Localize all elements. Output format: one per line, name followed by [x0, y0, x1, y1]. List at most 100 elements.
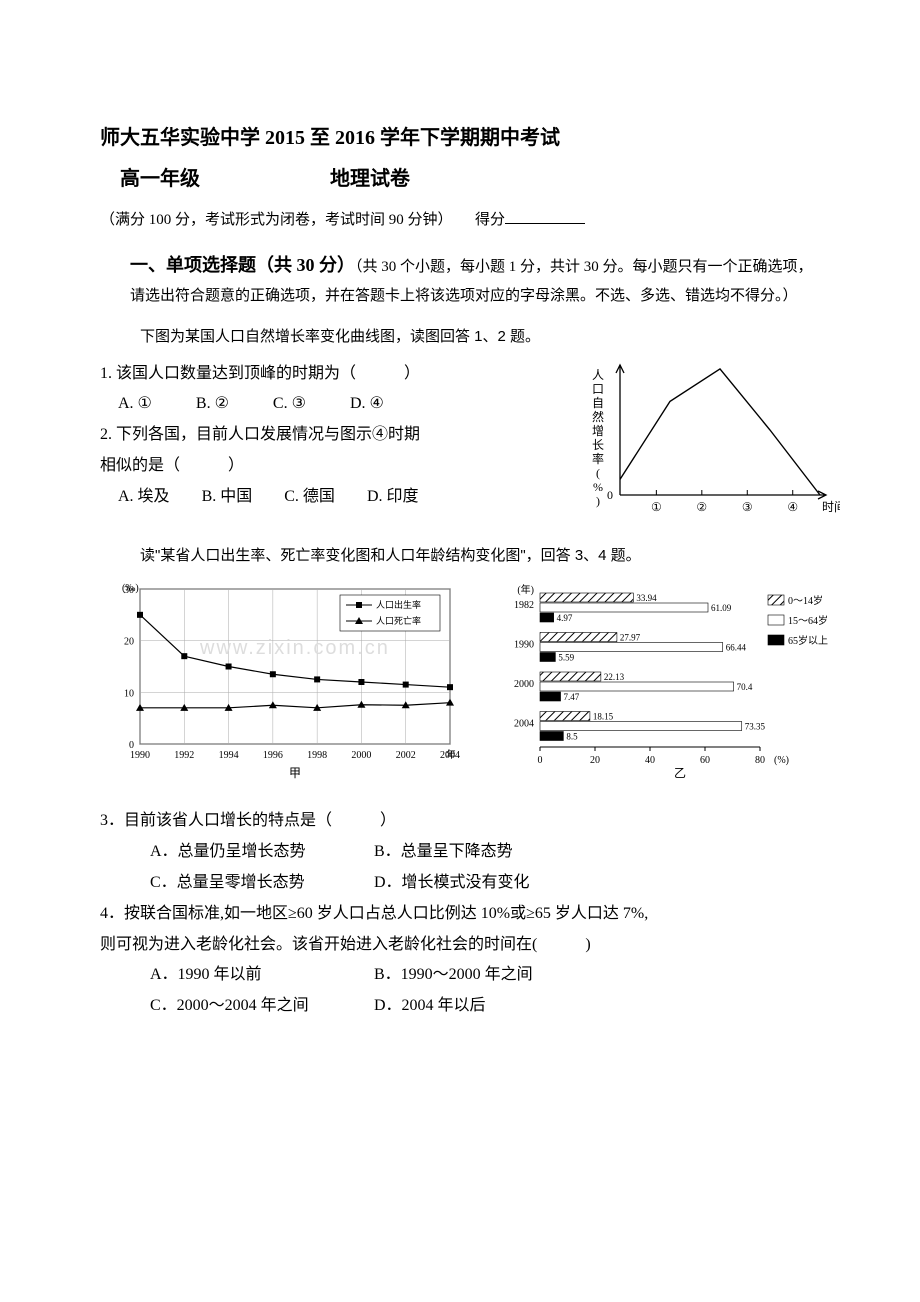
svg-text:): ) [596, 494, 600, 508]
exam-title-grade: 高一年级 地理试卷 [120, 161, 820, 197]
svg-text:乙: 乙 [674, 766, 686, 779]
q3-option-d: D．增长模式没有变化 [374, 874, 530, 891]
q1-option-b: B. ② [196, 390, 229, 419]
svg-text:自: 自 [592, 396, 604, 410]
svg-text:增: 增 [592, 424, 604, 438]
q2-option-b: B. 中国 [202, 483, 253, 512]
svg-text:7.47: 7.47 [564, 692, 580, 702]
svg-text:年: 年 [446, 748, 456, 761]
svg-text:0～14岁: 0～14岁 [788, 594, 823, 607]
q1-option-a: A. ① [118, 390, 152, 419]
svg-text:65岁以上: 65岁以上 [788, 634, 828, 647]
svg-text:61.09: 61.09 [711, 603, 732, 613]
q1-options: A. ① B. ② C. ③ D. ④ [118, 390, 500, 419]
q4-option-c: C．2000～2004 年之间 [150, 992, 370, 1021]
svg-text:60: 60 [700, 755, 710, 766]
svg-text:口: 口 [592, 382, 604, 396]
svg-text:0: 0 [607, 488, 613, 502]
svg-text:(‰): (‰) [122, 583, 139, 594]
svg-text:1992: 1992 [174, 750, 194, 761]
svg-text:0: 0 [538, 755, 543, 766]
svg-text:然: 然 [592, 409, 604, 424]
q2-options: A. 埃及 B. 中国 C. 德国 D. 印度 [118, 483, 500, 512]
svg-text:②: ② [696, 500, 707, 514]
q4-text-line1: 4．按联合国标准,如一地区≥60 岁人口占总人口比例达 10%或≥65 岁人口达… [100, 900, 820, 929]
svg-text:22.13: 22.13 [604, 672, 625, 682]
svg-text:1998: 1998 [307, 750, 327, 761]
svg-text:(: ( [596, 466, 600, 480]
svg-text:15～64岁: 15～64岁 [788, 614, 828, 627]
meta-text: （满分 100 分，考试形式为闭卷，考试时间 90 分钟） 得分 [100, 212, 505, 228]
charts-row: 0102030(‰)199019921994199619982000200220… [100, 579, 820, 790]
q4-options-line2: C．2000～2004 年之间 D．2004 年以后 [150, 992, 820, 1021]
svg-text:(年): (年) [517, 583, 534, 596]
chart-q1-2: 人口自然增长率(%)0①②③④时间 [580, 355, 840, 536]
context-q3-4: 读"某省人口出生率、死亡率变化图和人口年龄结构变化图"，回答 3、4 题。 [140, 542, 820, 569]
svg-text:5.59: 5.59 [558, 652, 574, 662]
q1-option-d: D. ④ [350, 390, 384, 419]
svg-text:70.4: 70.4 [737, 682, 753, 692]
svg-text:73.35: 73.35 [745, 721, 766, 731]
q3-options-line1: A．总量仍呈增长态势 B．总量呈下降态势 [150, 838, 820, 867]
svg-text:1996: 1996 [263, 750, 283, 761]
q4-option-b: B．1990～2000 年之间 [374, 966, 533, 983]
chart-right: (年) 0 20 40 60 80 (%) 乙 1982 33.94 61.09 4.97 1990 27… [500, 579, 820, 790]
svg-text:40: 40 [645, 755, 655, 766]
q2-text-line1: 2. 下列各国，目前人口发展情况与图示④时期 [100, 421, 500, 450]
chart-left-svg: 0102030(‰)199019921994199619982000200220… [100, 579, 460, 779]
q1-option-c: C. ③ [273, 390, 306, 419]
q1-q2-block: 1. 该国人口数量达到顶峰的时期为（ ） A. ① B. ② C. ③ D. ④… [100, 360, 820, 514]
svg-text:③: ③ [742, 500, 753, 514]
section-1-title: 一、单项选择题（共 30 分） [130, 255, 355, 275]
q3-options-line2: C．总量呈零增长态势 D．增长模式没有变化 [150, 869, 820, 898]
q2-option-a: A. 埃及 [118, 483, 170, 512]
svg-text:④: ④ [787, 500, 798, 514]
svg-text:8.5: 8.5 [566, 731, 578, 741]
q1-text: 1. 该国人口数量达到顶峰的时期为（ ） [100, 360, 500, 389]
svg-text:1994: 1994 [219, 750, 239, 761]
q3-option-a: A．总量仍呈增长态势 [150, 838, 370, 867]
svg-text:20: 20 [124, 636, 134, 647]
q4-options-line1: A．1990 年以前 B．1990～2000 年之间 [150, 961, 820, 990]
svg-text:1982: 1982 [514, 600, 534, 611]
svg-text:时间: 时间 [822, 500, 840, 514]
svg-text:2002: 2002 [396, 750, 416, 761]
q3-text: 3．目前该省人口增长的特点是（ ） [100, 807, 820, 836]
svg-text:10: 10 [124, 688, 134, 699]
chart-q1-2-svg: 人口自然增长率(%)0①②③④时间 [580, 355, 840, 525]
svg-text:80: 80 [755, 755, 765, 766]
context-q1-2: 下图为某国人口自然增长率变化曲线图，读图回答 1、2 题。 [140, 323, 820, 350]
svg-text:20: 20 [590, 755, 600, 766]
svg-text:4.97: 4.97 [557, 613, 573, 623]
exam-title-school: 师大五华实验中学 2015 至 2016 学年下学期期中考试 [100, 120, 820, 156]
q2-text-line2: 相似的是（ ） [100, 452, 500, 481]
svg-text:人口出生率: 人口出生率 [376, 599, 421, 610]
chart-left: 0102030(‰)199019921994199619982000200220… [100, 579, 460, 790]
svg-text:甲: 甲 [289, 766, 301, 779]
svg-text:人口死亡率: 人口死亡率 [376, 615, 421, 626]
exam-meta: （满分 100 分，考试形式为闭卷，考试时间 90 分钟） 得分 [100, 207, 820, 234]
svg-text:%: % [593, 480, 603, 494]
svg-text:27.97: 27.97 [620, 632, 641, 642]
q2-option-d: D. 印度 [367, 483, 419, 512]
svg-text:率: 率 [592, 451, 604, 466]
q2-option-c: C. 德国 [284, 483, 335, 512]
svg-text:2000: 2000 [514, 679, 534, 690]
svg-text:1990: 1990 [514, 639, 534, 650]
q3-option-b: B．总量呈下降态势 [374, 843, 513, 860]
svg-text:长: 长 [592, 438, 604, 452]
svg-text:18.15: 18.15 [593, 711, 614, 721]
svg-text:1990: 1990 [130, 750, 150, 761]
svg-text:66.44: 66.44 [726, 642, 747, 652]
svg-text:①: ① [651, 500, 662, 514]
svg-text:(%): (%) [774, 755, 789, 766]
score-blank [505, 223, 585, 224]
q4-option-d: D．2004 年以后 [374, 997, 486, 1014]
svg-text:2004: 2004 [514, 718, 534, 729]
q4-text-line2: 则可视为进入老龄化社会。该省开始进入老龄化社会的时间在( ) [100, 931, 820, 960]
svg-text:2000: 2000 [351, 750, 371, 761]
svg-text:33.94: 33.94 [636, 593, 657, 603]
subject-label: 地理试卷 [330, 168, 410, 190]
grade-label: 高一年级 [120, 168, 200, 190]
chart-right-svg: (年) 0 20 40 60 80 (%) 乙 1982 33.94 61.09 4.97 1990 27… [500, 579, 840, 779]
